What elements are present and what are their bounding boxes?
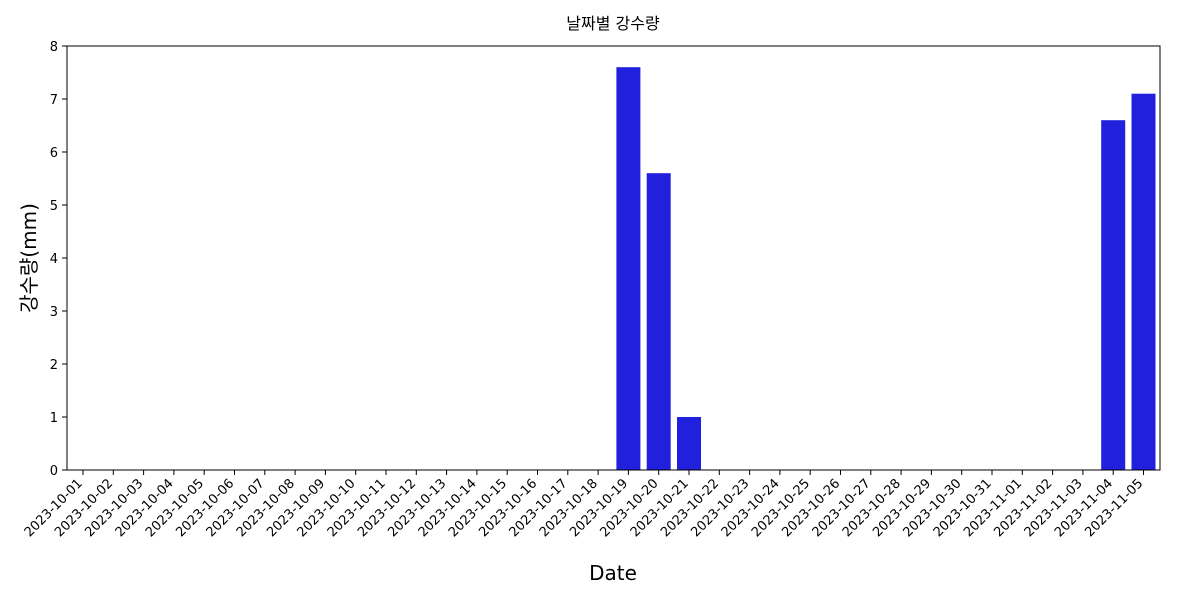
x-axis-title: Date — [589, 561, 637, 585]
y-axis: 0 1 2 3 4 5 6 7 8 — [50, 40, 67, 479]
chart-title: 날짜별 강수량 — [566, 14, 660, 33]
bar-2023-10-20 — [646, 173, 671, 470]
y-tick-label: 7 — [50, 93, 58, 108]
bar-2023-10-19 — [616, 67, 641, 470]
y-tick-label: 2 — [50, 358, 58, 373]
y-tick-label: 8 — [50, 40, 58, 55]
y-tick-label: 3 — [50, 305, 58, 320]
bar-2023-11-05 — [1131, 93, 1156, 470]
y-tick-label: 0 — [50, 464, 58, 479]
plot-area-frame — [66, 45, 1161, 471]
y-tick-label: 4 — [50, 252, 58, 267]
y-tick-label: 1 — [50, 411, 58, 426]
bars-group — [616, 67, 1156, 470]
y-axis-title: 강수량(mm) — [17, 203, 41, 313]
bar-2023-11-04 — [1101, 120, 1126, 470]
y-tick-label: 5 — [50, 199, 58, 214]
y-tick-label: 6 — [50, 146, 58, 161]
x-axis: 2023-10-012023-10-022023-10-032023-10-04… — [22, 470, 1146, 540]
bar-2023-10-21 — [677, 417, 701, 470]
